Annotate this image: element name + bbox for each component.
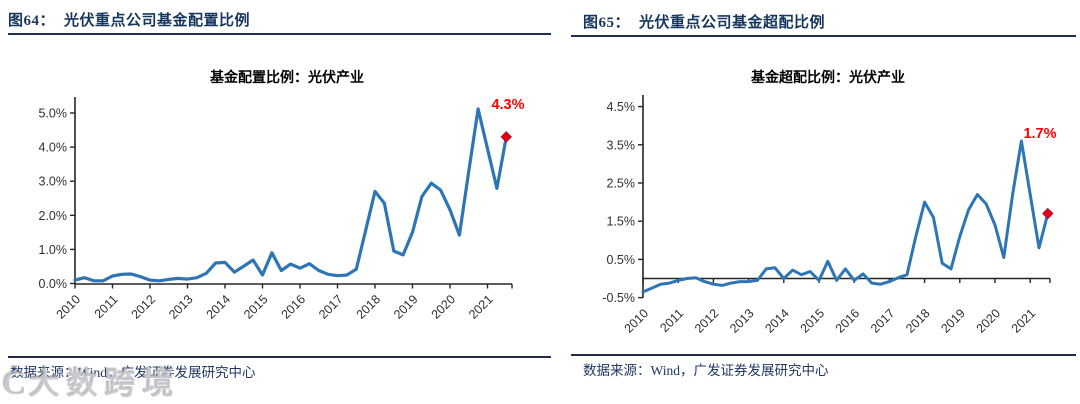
y-tick-label: -0.5%	[602, 291, 635, 305]
figure65-number: 图65：	[583, 15, 631, 31]
figure64-header: 图64： 光伏重点公司基金配置比例	[8, 9, 250, 30]
x-tick-label: 2015	[798, 306, 828, 336]
end-value-label: 4.3%	[491, 97, 524, 113]
y-tick-label: 3.0%	[39, 175, 68, 189]
x-tick-label: 2021	[1009, 306, 1039, 336]
x-tick-label: 2010	[54, 292, 84, 322]
series-line	[73, 107, 508, 283]
x-tick-label: 2017	[316, 292, 346, 322]
chart-fig64: 0.0% 1.0% 2.0% 3.0% 4.0% 5.0% 2010 2011 2012 2013…	[39, 97, 525, 322]
chart-fig65: -0.5%0.5%1.5%2.5%3.5%4.5%2010 2011 2012 201…	[602, 95, 1057, 336]
figure65-header: 图65： 光伏重点公司基金超配比例	[583, 11, 825, 32]
end-value-label: 1.7%	[1023, 126, 1056, 142]
x-tick-label: 2021	[466, 292, 496, 322]
figure65-source-divider	[571, 354, 1076, 356]
figure64-title: 光伏重点公司基金配置比例	[64, 13, 251, 29]
figure64-number: 图64：	[8, 13, 56, 29]
figure65-chart-title: 基金超配比例：光伏产业	[751, 71, 905, 86]
x-tick-label: 2016	[279, 292, 309, 322]
y-tick-label: 5.0%	[39, 107, 68, 121]
x-tick-label: 2014	[762, 306, 792, 336]
x-tick-label: 2017	[868, 306, 898, 336]
y-tick-label: 3.5%	[607, 138, 636, 152]
y-tick-label: 2.5%	[607, 177, 636, 191]
x-tick-label: 2013	[166, 292, 196, 322]
y-tick-label: 4.0%	[39, 141, 68, 155]
figure64-source-divider	[8, 356, 551, 358]
x-tick-label: 2015	[241, 292, 271, 322]
x-tick-label: 2014	[204, 292, 234, 322]
x-tick-label: 2012	[129, 292, 159, 322]
x-tick-label: 2016	[833, 306, 863, 336]
figure64-source-note: 数据来源：Wind，广发证券发展研究中心	[10, 365, 256, 380]
end-point-marker	[500, 131, 513, 143]
x-tick-label: 2020	[974, 306, 1004, 336]
figure64-header-divider	[8, 33, 551, 35]
y-tick-label: 0.0%	[39, 277, 68, 291]
x-tick-label: 2018	[354, 292, 384, 322]
x-tick-label: 2018	[903, 306, 933, 336]
y-tick-label: 2.0%	[39, 209, 68, 223]
x-tick-label: 2013	[727, 306, 757, 336]
x-tick-label: 2019	[938, 306, 968, 336]
x-tick-label: 2011	[92, 292, 121, 321]
y-tick-label: 1.5%	[607, 215, 636, 229]
figure65-source-note: 数据来源：Wind，广发证券发展研究中心	[583, 363, 829, 378]
y-tick-label: 4.5%	[607, 100, 636, 114]
figure65-header-divider	[571, 35, 1076, 37]
y-tick-label: 1.0%	[39, 243, 68, 257]
y-tick-label: 0.5%	[607, 253, 636, 267]
x-tick-label: 2020	[429, 292, 459, 322]
series-line	[641, 139, 1050, 294]
x-tick-label: 2011	[657, 306, 686, 335]
x-tick-label: 2010	[622, 306, 652, 336]
figure64-chart-title: 基金配置比例：光伏产业	[210, 71, 364, 86]
x-tick-label: 2019	[391, 292, 421, 322]
x-tick-label: 2012	[692, 306, 722, 336]
end-point-marker	[1042, 207, 1054, 220]
figure65-title: 光伏重点公司基金超配比例	[639, 15, 826, 31]
